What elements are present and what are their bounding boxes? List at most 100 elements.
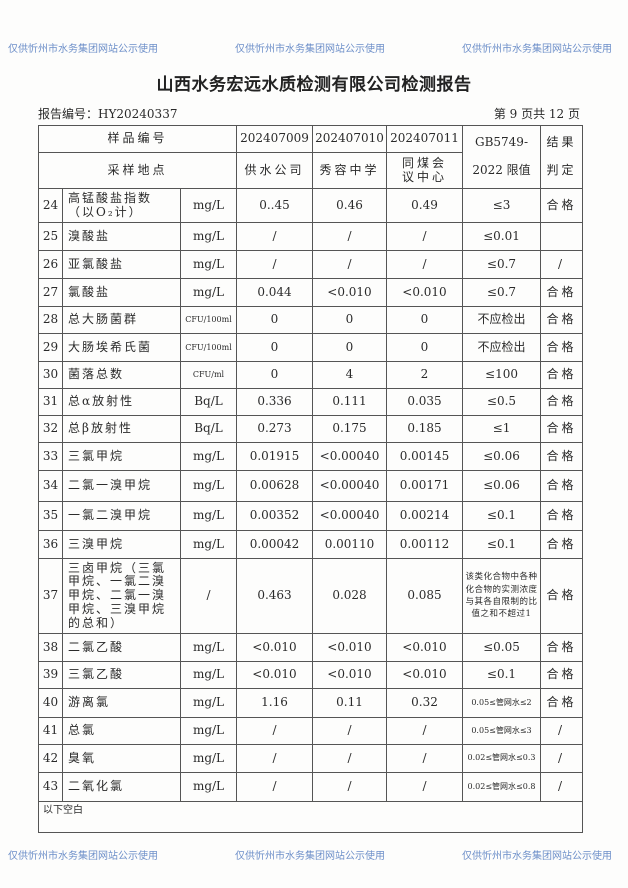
value-2: 0.175 (312, 415, 387, 443)
limit: ≤1 (462, 415, 541, 443)
limit-header-line1: GB5749- (475, 135, 528, 150)
sample-id: 202407009 (236, 125, 313, 153)
value-3: 0 (386, 333, 463, 362)
limit: ≤100 (462, 361, 541, 389)
result: 合格 (540, 442, 583, 471)
watermark: 仅供忻州市水务集团网站公示使用 (8, 851, 158, 862)
item-name: 总氯 (62, 717, 181, 745)
limit: 0.05≤管网水≤2 (462, 688, 541, 718)
value-1: 0.00352 (236, 501, 313, 531)
header-row-location: 采样地点 供水公司 秀容中学 同煤会议中心 (38, 152, 583, 189)
value-3: / (386, 772, 463, 802)
value-3: 0.035 (386, 388, 463, 416)
unit: mg/L (180, 442, 237, 471)
item-name: 二氧化氯 (62, 772, 181, 802)
value-2: 0.028 (312, 558, 387, 634)
row-number: 24 (38, 188, 63, 223)
result: / (540, 744, 583, 773)
table-row: 31 总α放射性 Bq/L 0.336 0.111 0.035 ≤0.5 合格 (38, 388, 583, 416)
limit: ≤3 (462, 188, 541, 223)
item-name: 菌落总数 (62, 361, 181, 389)
result: 合格 (540, 530, 583, 559)
limit: 0.05≤管网水≤3 (462, 717, 541, 745)
limit: ≤0.1 (462, 530, 541, 559)
unit: mg/L (180, 744, 237, 773)
value-1: 0.00628 (236, 470, 313, 502)
unit: mg/L (180, 250, 237, 279)
value-2: <0.010 (312, 661, 387, 689)
result: 合格 (540, 388, 583, 416)
limit-header: GB5749- 2022 限值 (462, 125, 541, 189)
value-1: 0.044 (236, 278, 313, 307)
limit: ≤0.1 (462, 661, 541, 689)
results-table: 样品编号 202407009 202407010 202407011 GB574… (38, 125, 583, 833)
item-name: 溴酸盐 (62, 222, 181, 251)
limit: ≤0.01 (462, 222, 541, 251)
value-3: 2 (386, 361, 463, 389)
row-number: 27 (38, 278, 63, 307)
value-3: <0.010 (386, 661, 463, 689)
limit: 该类化合物中各种化合物的实测浓度与其各自限制的比值之和不超过1 (462, 558, 541, 634)
value-2: 0.111 (312, 388, 387, 416)
item-name: 总α放射性 (62, 388, 181, 416)
report-number: 报告编号：HY20240337 (38, 107, 178, 121)
table-row: 34 二氯一溴甲烷 mg/L 0.00628 <0.00040 0.00171 ≤0.06 合… (38, 470, 583, 502)
unit: mg/L (180, 278, 237, 307)
unit: mg/L (180, 717, 237, 745)
row-number: 30 (38, 361, 63, 389)
row-number: 31 (38, 388, 63, 416)
value-2: <0.00040 (312, 470, 387, 502)
value-1: / (236, 717, 313, 745)
unit: CFU/ml (180, 361, 237, 389)
table-row: 33 三氯甲烷 mg/L 0.01915 <0.00040 0.00145 ≤0.06 合格 (38, 442, 583, 471)
item-name: 三卤甲烷（三氯甲烷、一氯二溴甲烷、二氯一溴甲烷、三溴甲烷的总和） (62, 558, 181, 634)
value-1: 0..45 (236, 188, 313, 223)
result-header: 结果 判定 (540, 125, 583, 189)
result-header-line2: 判定 (546, 163, 577, 177)
watermark: 仅供忻州市水务集团网站公示使用 (235, 851, 385, 862)
limit: 0.02≤管网水≤0.8 (462, 772, 541, 802)
value-2: 4 (312, 361, 387, 389)
unit: mg/L (180, 501, 237, 531)
limit: ≤0.06 (462, 470, 541, 502)
table-row: 39 三氯乙酸 mg/L <0.010 <0.010 <0.010 ≤0.1 合格 (38, 661, 583, 689)
item-name: 三氯甲烷 (62, 442, 181, 471)
unit: mg/L (180, 688, 237, 718)
result: / (540, 717, 583, 745)
row-number: 36 (38, 530, 63, 559)
watermark: 仅供忻州市水务集团网站公示使用 (235, 44, 385, 55)
row-number: 43 (38, 772, 63, 802)
value-3: / (386, 222, 463, 251)
unit: CFU/100ml (180, 306, 237, 334)
limit: ≤0.1 (462, 501, 541, 531)
value-3: 0.185 (386, 415, 463, 443)
result: 合格 (540, 333, 583, 362)
value-1: 0.273 (236, 415, 313, 443)
table-row: 40 游离氯 mg/L 1.16 0.11 0.32 0.05≤管网水≤2 合格 (38, 688, 583, 718)
table-row: 38 二氯乙酸 mg/L <0.010 <0.010 <0.010 ≤0.05 合格 (38, 633, 583, 662)
value-3: 0 (386, 306, 463, 334)
item-name: 二氯一溴甲烷 (62, 470, 181, 502)
table-row: 42 臭氧 mg/L / //0.02≤管网水≤0.3/ (38, 744, 583, 773)
limit: 不应检出 (462, 306, 541, 334)
item-name: 游离氯 (62, 688, 181, 718)
value-1: 0 (236, 333, 313, 362)
row-number: 40 (38, 688, 63, 718)
unit: mg/L (180, 661, 237, 689)
unit: mg/L (180, 188, 237, 223)
result: 合格 (540, 278, 583, 307)
row-number: 37 (38, 558, 63, 634)
value-1: 0.336 (236, 388, 313, 416)
value-2: <0.010 (312, 633, 387, 662)
value-1: 0 (236, 361, 313, 389)
result: 合格 (540, 661, 583, 689)
watermark: 仅供忻州市水务集团网站公示使用 (8, 44, 158, 55)
table-row: 43 二氧化氯 mg/L / //0.02≤管网水≤0.8/ (38, 772, 583, 802)
unit: mg/L (180, 633, 237, 662)
value-2: / (312, 222, 387, 251)
item-name: 总β放射性 (62, 415, 181, 443)
value-3: 0.00145 (386, 442, 463, 471)
item-name: 高锰酸盐指数（以O₂计） (62, 188, 181, 223)
table-row: 29 大肠埃希氏菌 CFU/100ml 0 0 0 不应检出 合格 (38, 333, 583, 362)
item-name: 二氯乙酸 (62, 633, 181, 662)
